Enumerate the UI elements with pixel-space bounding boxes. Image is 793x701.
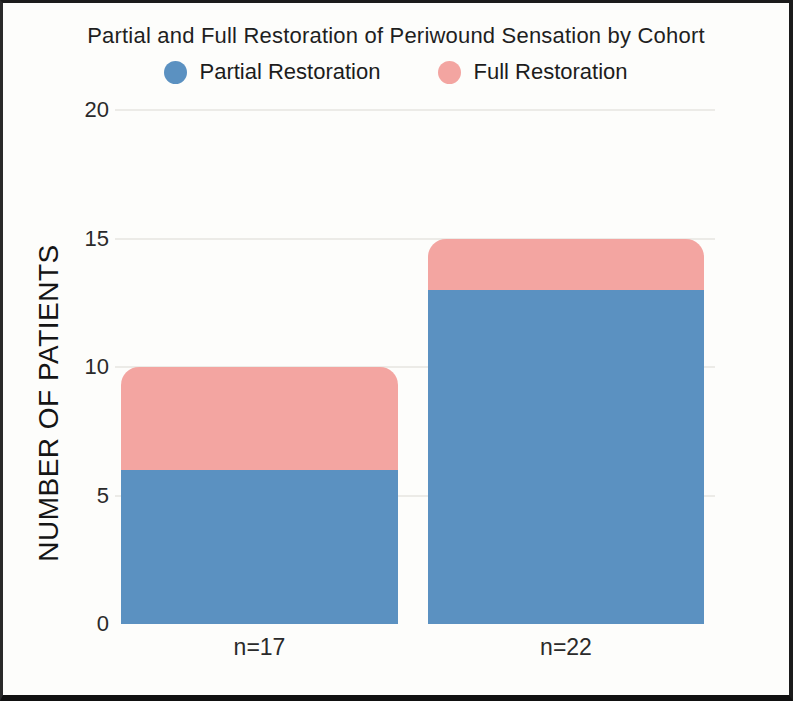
bar-n-17-full-restoration-segment bbox=[121, 367, 398, 470]
y-tick-label-0: 0 bbox=[57, 612, 109, 636]
legend-swatch-partial-icon bbox=[164, 61, 187, 84]
x-category-label-n-22: n=22 bbox=[428, 634, 704, 661]
y-tick-label-20: 20 bbox=[57, 98, 109, 122]
y-axis-title: NUMBER OF PATIENTS bbox=[33, 203, 65, 603]
legend-swatch-full-icon bbox=[438, 61, 461, 84]
bar-n-22-partial-restoration-segment bbox=[428, 290, 704, 624]
legend-label-partial-restoration: Partial Restoration bbox=[199, 59, 380, 85]
y-tick-label-10: 10 bbox=[57, 355, 109, 379]
y-tick-label-5: 5 bbox=[57, 484, 109, 508]
legend: Partial Restoration Full Restoration bbox=[3, 59, 789, 85]
legend-item-full-restoration: Full Restoration bbox=[438, 59, 627, 85]
bar-n-22-full-restoration-segment bbox=[428, 239, 704, 290]
y-tick-label-15: 15 bbox=[57, 227, 109, 251]
chart-title: Partial and Full Restoration of Periwoun… bbox=[3, 23, 789, 49]
chart-frame: Partial and Full Restoration of Periwoun… bbox=[0, 0, 793, 701]
legend-item-partial-restoration: Partial Restoration bbox=[164, 59, 380, 85]
bar-n-17-partial-restoration-segment bbox=[121, 470, 398, 624]
gridline-y-20 bbox=[115, 109, 715, 111]
x-category-label-n-17: n=17 bbox=[121, 634, 398, 661]
legend-label-full-restoration: Full Restoration bbox=[473, 59, 627, 85]
